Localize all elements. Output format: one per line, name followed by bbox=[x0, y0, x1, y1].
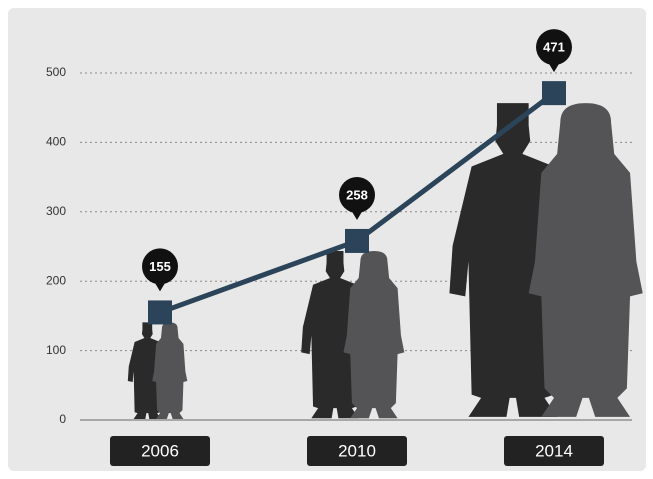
marker bbox=[542, 81, 566, 106]
figure-woman bbox=[152, 322, 188, 420]
value-label: 155 bbox=[149, 259, 171, 274]
y-tick-label: 100 bbox=[46, 343, 66, 357]
value-bubble bbox=[142, 248, 178, 285]
x-tick-label: 2006 bbox=[141, 441, 179, 460]
category-box bbox=[110, 436, 210, 466]
category-box bbox=[504, 436, 604, 466]
value-bubble bbox=[339, 176, 375, 213]
figure-woman bbox=[343, 250, 405, 419]
value-bubble bbox=[536, 29, 572, 66]
x-tick-label: 2010 bbox=[338, 441, 376, 460]
x-tick-label: 2014 bbox=[535, 441, 573, 460]
value-label: 258 bbox=[346, 187, 368, 202]
category-box bbox=[307, 436, 407, 466]
y-tick-label: 400 bbox=[46, 135, 66, 149]
figure-woman bbox=[528, 103, 643, 417]
y-tick-label: 0 bbox=[59, 412, 66, 426]
y-tick-label: 200 bbox=[46, 273, 66, 287]
y-tick-label: 300 bbox=[46, 204, 66, 218]
value-label: 471 bbox=[543, 40, 565, 55]
y-tick-label: 500 bbox=[46, 65, 66, 79]
marker bbox=[345, 228, 369, 253]
marker bbox=[148, 300, 172, 325]
